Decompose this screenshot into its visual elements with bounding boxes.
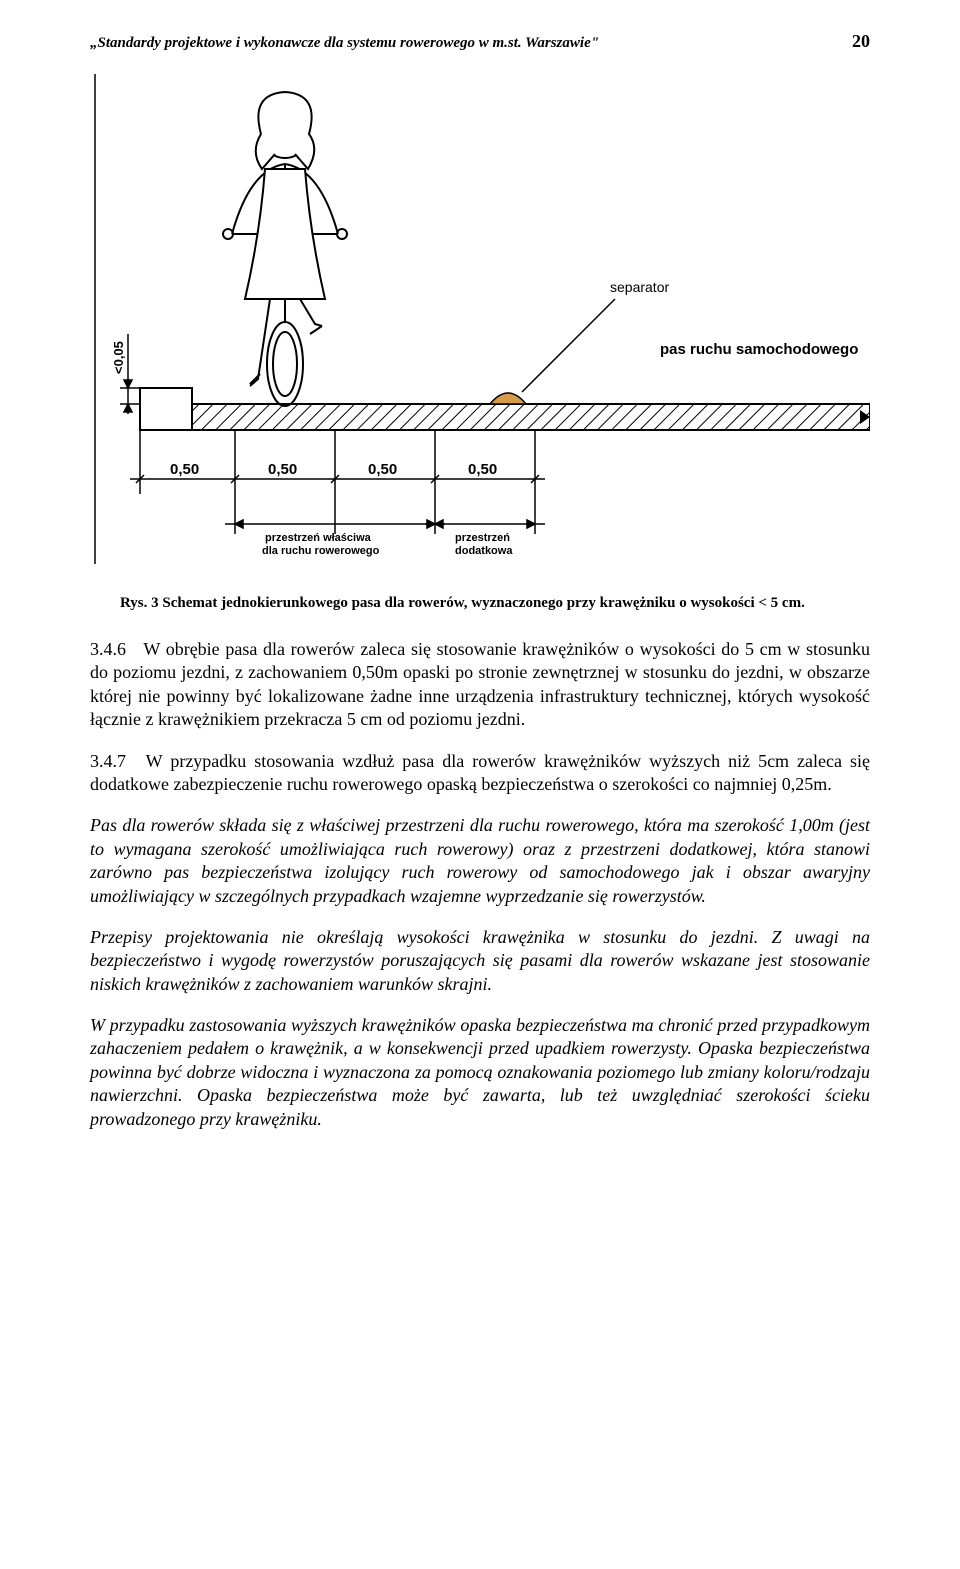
para-text-346: W obrębie pasa dla rowerów zaleca się st… bbox=[90, 639, 870, 729]
car-lane-label: pas ruchu samochodowego bbox=[660, 341, 858, 358]
para-text-347: W przypadku stosowania wzdłuż pasa dla r… bbox=[90, 751, 870, 794]
page-number: 20 bbox=[852, 30, 870, 53]
paragraph-346: 3.4.6 W obrębie pasa dla rowerów zaleca … bbox=[90, 638, 870, 732]
height-dim-label: <0,05 bbox=[111, 341, 126, 374]
paragraph-italic-3: W przypadku zastosowania wyższych krawęż… bbox=[90, 1014, 870, 1131]
dim-label-2b: dodatkowa bbox=[455, 545, 513, 557]
diagram-svg: separator pas ruchu samochodowego <0,05 … bbox=[90, 74, 870, 564]
para-num-346: 3.4.6 bbox=[90, 638, 138, 661]
dim-label-1a: przestrzeń właściwa bbox=[265, 532, 372, 544]
dim-1: 0,50 bbox=[268, 461, 297, 478]
technical-diagram: separator pas ruchu samochodowego <0,05 … bbox=[90, 74, 870, 564]
dim-2: 0,50 bbox=[368, 461, 397, 478]
dim-3: 0,50 bbox=[468, 461, 497, 478]
paragraph-347: 3.4.7 W przypadku stosowania wzdłuż pasa… bbox=[90, 750, 870, 797]
dim-0: 0,50 bbox=[170, 461, 199, 478]
separator-label: separator bbox=[610, 279, 669, 295]
para-num-347: 3.4.7 bbox=[90, 750, 138, 773]
paragraph-italic-1: Pas dla rowerów składa się z właściwej p… bbox=[90, 814, 870, 908]
paragraph-italic-2: Przepisy projektowania nie określają wys… bbox=[90, 926, 870, 996]
header-title: „Standardy projektowe i wykonawcze dla s… bbox=[90, 34, 599, 54]
figure-caption: Rys. 3 Schemat jednokierunkowego pasa dl… bbox=[120, 594, 870, 614]
page-header: „Standardy projektowe i wykonawcze dla s… bbox=[90, 30, 870, 54]
dim-label-2a: przestrzeń bbox=[455, 532, 510, 544]
dim-label-1b: dla ruchu rowerowego bbox=[262, 545, 380, 557]
